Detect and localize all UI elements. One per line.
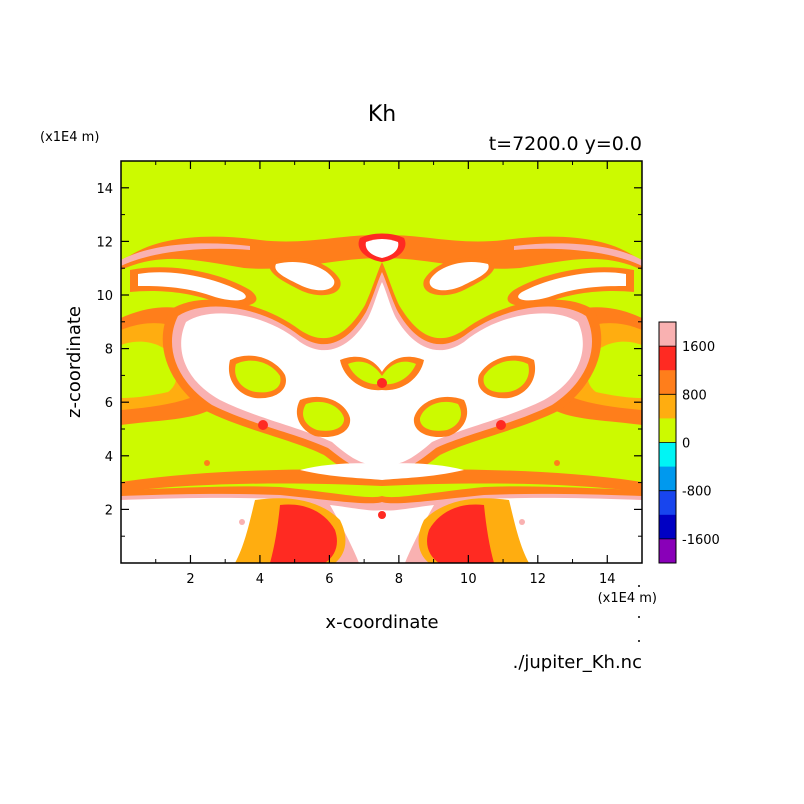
colorbar-tick-label: 1600 [682, 340, 715, 355]
field-spot [204, 460, 210, 466]
x-tick-label: 8 [395, 572, 403, 587]
field-region [121, 341, 177, 398]
colorbar-tick-label: -1600 [682, 533, 720, 548]
colorbar-swatch [659, 466, 676, 492]
field-region [429, 261, 489, 291]
field-spot [378, 511, 386, 519]
field-region [330, 505, 434, 563]
field-spot [258, 420, 268, 430]
colorbar-swatch [659, 514, 676, 540]
x-tick-label: 2 [186, 572, 194, 587]
field-region [121, 243, 250, 266]
x-tick-label: 4 [256, 572, 264, 587]
x-axis: 2 4 6 8 10 12 14 [155, 161, 616, 587]
y-tick-label: 4 [105, 450, 113, 465]
plot-frame [120, 160, 643, 564]
x-axis-label: x-coordinate [325, 612, 438, 633]
x-tick-label: 14 [599, 572, 616, 587]
field-region [518, 272, 626, 301]
colorbar-swatch [659, 490, 676, 516]
field-spot [377, 378, 387, 388]
marker-dot [638, 640, 640, 642]
marker-dot [638, 585, 640, 587]
field-spot [554, 460, 560, 466]
field-region [300, 462, 464, 480]
field-region [587, 341, 642, 398]
colorbar-tick-label: -800 [682, 485, 712, 500]
x-unit-label: (x1E4 m) [598, 591, 657, 606]
field-region [514, 243, 642, 266]
colorbar-swatch [659, 538, 676, 564]
y-tick-label: 2 [105, 503, 113, 518]
y-axis: 2 4 6 8 10 12 14 [96, 182, 642, 537]
colorbar: 1600 800 0 -800 -1600 [658, 321, 720, 564]
field-region [483, 360, 529, 393]
y-tick-label: 12 [96, 235, 113, 250]
field-spot [239, 519, 245, 525]
chart-title: Kh [368, 102, 396, 127]
colorbar-tick-label: 800 [682, 388, 707, 403]
x-tick-label: 6 [325, 572, 333, 587]
field-region [270, 504, 337, 563]
heatmap-field [120, 160, 643, 564]
field-region [348, 361, 416, 385]
field-region [303, 401, 345, 431]
field-region [235, 360, 281, 393]
field-region [419, 401, 461, 431]
source-label: ./jupiter_Kh.nc [513, 652, 642, 673]
x-tick-label: 10 [460, 572, 477, 587]
y-tick-label: 10 [96, 289, 113, 304]
field-region [427, 504, 494, 563]
colorbar-swatch [659, 418, 676, 443]
y-axis-label: z-coordinate [64, 306, 85, 418]
colorbar-tick-label: 0 [682, 437, 690, 452]
colorbar-swatch [659, 322, 676, 347]
x-tick-label: 12 [530, 572, 547, 587]
colorbar-swatch [659, 394, 676, 419]
field-spot [496, 420, 506, 430]
y-tick-label: 14 [96, 182, 113, 197]
colorbar-swatch [659, 346, 676, 371]
field-region [121, 469, 642, 492]
field-region [275, 261, 335, 291]
field-region [365, 239, 399, 258]
colorbar-swatch [659, 442, 676, 468]
field-spot [519, 519, 525, 525]
y-tick-label: 8 [105, 343, 113, 358]
chart-subtitle: t=7200.0 y=0.0 [489, 133, 642, 155]
field-region [138, 272, 246, 301]
colorbar-swatch [659, 370, 676, 395]
marker-dot [638, 616, 640, 618]
y-unit-label: (x1E4 m) [40, 130, 99, 145]
y-tick-label: 6 [105, 396, 113, 411]
